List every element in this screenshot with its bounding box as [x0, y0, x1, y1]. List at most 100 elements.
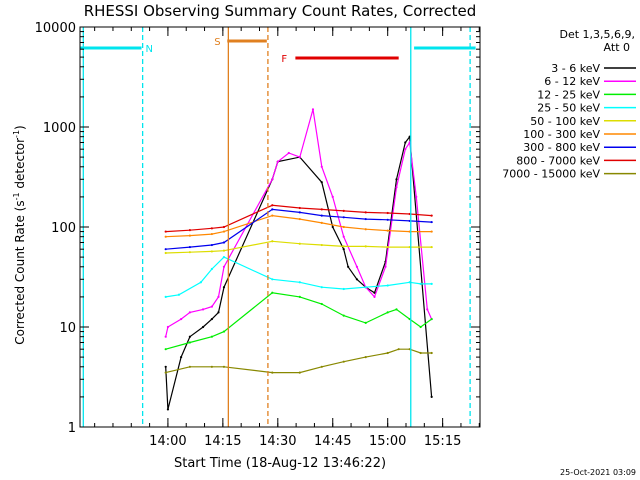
series-point — [430, 220, 433, 224]
y-tick-label: 1 — [68, 421, 76, 436]
series-point — [386, 351, 389, 355]
series-point — [222, 230, 226, 233]
axis-layer: 1 10 100 1000 10000 14:00 14:15 14:30 14:45 15:00… — [35, 21, 480, 449]
series-point — [342, 235, 345, 238]
series-point — [320, 365, 323, 368]
series-point — [342, 209, 345, 212]
series-point — [298, 211, 301, 214]
series-point — [355, 265, 359, 268]
y-axis-label: Corrected Count Rate (s-1 detector-1) — [12, 125, 27, 344]
series-point — [347, 265, 350, 268]
series-point — [210, 232, 213, 236]
series-point — [271, 204, 274, 207]
series-point — [342, 287, 345, 291]
series-point — [320, 286, 323, 289]
series-point — [271, 178, 274, 181]
series-point — [430, 230, 433, 233]
series-point — [386, 218, 389, 221]
series-point — [210, 250, 213, 253]
series-line — [165, 208, 432, 250]
series-point — [271, 208, 274, 211]
legend-label: 6 - 12 keV — [544, 75, 600, 88]
series-point — [373, 291, 376, 294]
series-point — [342, 225, 345, 229]
series-point — [430, 245, 433, 249]
series-line — [165, 109, 433, 337]
legend-label: 12 - 25 keV — [537, 88, 600, 101]
series-point — [386, 211, 389, 215]
series-point — [188, 234, 191, 237]
series-point — [386, 229, 389, 232]
series-point — [210, 267, 213, 271]
series-point — [210, 317, 213, 321]
legend-header-line-1: Det 1,3,5,6,9, — [559, 28, 635, 41]
series-point — [166, 325, 170, 329]
series-point — [320, 302, 323, 306]
x-tick-label: 14:30 — [259, 434, 296, 449]
chart-title: RHESSI Observing Summary Count Rates, Co… — [84, 2, 477, 20]
series-point — [210, 335, 213, 338]
series-point — [164, 365, 167, 368]
series-point — [430, 214, 433, 217]
series-point — [164, 348, 167, 351]
series-point — [430, 282, 433, 285]
legend-label: 100 - 300 keV — [523, 128, 600, 141]
series-point — [364, 321, 367, 324]
series-point — [320, 165, 323, 168]
series-point — [222, 265, 226, 268]
series-point — [201, 325, 205, 329]
x-tick-label: 14:00 — [149, 434, 186, 449]
y-tick-label: 10 — [59, 321, 76, 336]
flag-label: N — [146, 44, 153, 55]
series-point — [395, 308, 398, 311]
series-point — [271, 214, 274, 217]
series-point — [298, 281, 301, 284]
series-point — [386, 311, 389, 314]
series-point — [188, 365, 191, 368]
series-point — [222, 286, 226, 289]
series-line — [165, 292, 432, 350]
series-line — [165, 135, 433, 410]
series-point — [320, 214, 323, 217]
legend-label: 7000 - 15000 keV — [502, 168, 600, 181]
series-point — [271, 240, 274, 243]
series-point — [166, 408, 170, 411]
series-point — [342, 360, 345, 363]
series-point — [311, 108, 315, 111]
series-point — [404, 148, 407, 151]
series-point — [331, 225, 334, 229]
marker-layer: N S F — [80, 27, 476, 427]
x-tick-label: 14:15 — [204, 434, 241, 449]
legend-label: 800 - 7000 keV — [516, 154, 600, 167]
series-point — [320, 181, 323, 184]
series-point — [386, 245, 389, 249]
series-point — [298, 295, 301, 298]
series-point — [164, 295, 167, 298]
series-point — [222, 330, 226, 333]
series-point — [217, 295, 220, 298]
series-point — [364, 217, 367, 221]
series-point — [164, 235, 167, 238]
legend-label: 25 - 50 keV — [537, 102, 600, 115]
series-point — [222, 365, 226, 368]
x-tick-label: 15:00 — [369, 434, 406, 449]
series-point — [342, 216, 345, 219]
series-line — [165, 214, 432, 238]
series-point — [384, 265, 387, 268]
series-point — [355, 278, 359, 281]
x-axis-label: Start Time (18-Aug-12 13:46:22) — [174, 456, 386, 471]
series-point — [320, 243, 323, 247]
series-point — [222, 225, 226, 229]
x-tick-label: 14:45 — [314, 434, 351, 449]
series-point — [419, 325, 422, 329]
y-tick-label: 10000 — [35, 21, 76, 36]
series-point — [298, 206, 301, 210]
series-line — [165, 348, 432, 374]
series-point — [199, 281, 202, 284]
series-point — [164, 335, 167, 338]
series-point — [271, 278, 274, 281]
series-point — [298, 156, 301, 159]
series-point — [430, 317, 433, 321]
